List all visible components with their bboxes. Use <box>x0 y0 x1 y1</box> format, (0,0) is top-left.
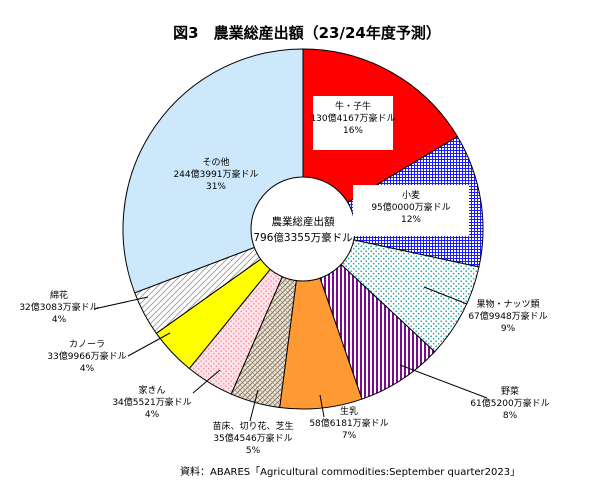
center-hole <box>250 176 356 282</box>
slice-label-canola-name: カノーラ <box>69 339 105 350</box>
center-label-title: 農業総産出額 <box>272 215 335 228</box>
slice-label-other-pct-text: 31% <box>206 182 226 192</box>
slice-label-poultry-pct-text: 4% <box>145 410 160 420</box>
slice-label-fruit-pct-text: 9% <box>501 324 516 334</box>
slice-label-other-value-text: 244億3991万豪ドル <box>173 168 258 180</box>
slice-label-milk-name: 生乳 <box>340 405 358 417</box>
slice-label-nursery-value-text: 35億4546万豪ドル <box>213 432 292 444</box>
slice-label-beef-pct-text: 16% <box>343 126 363 136</box>
slice-label-veg-value-text: 61億5200万豪ドル <box>470 397 549 409</box>
slice-label-wheat-value-text: 95億0000万豪ドル <box>371 201 450 213</box>
leader-canola <box>127 332 171 357</box>
slice-label-wheat-name: 小麦 <box>402 189 420 201</box>
slice-label-veg-name: 野菜 <box>501 385 519 397</box>
slice-label-fruit-value-text: 67億9948万豪ドル <box>468 310 547 322</box>
chart-title: 図3 農業総産出額（23/24年度予測） <box>173 24 441 42</box>
label-box-wheat <box>353 185 469 236</box>
leader-lines <box>93 286 488 422</box>
slice-label-beef-value-text: 130億4167万豪ドル <box>310 112 395 124</box>
slice-label-poultry-name: 家きん <box>138 384 165 396</box>
center-label-value: 796億3355万豪ドル <box>253 231 352 244</box>
leader-nursery <box>249 389 259 422</box>
label-box-beef <box>313 96 393 150</box>
slice-label-fruit-name: 果物・ナッツ類 <box>476 298 539 310</box>
slice-label-nursery-name: 苗床、切り花、芝生 <box>212 420 293 432</box>
pie-slice-fruit <box>301 228 480 353</box>
slice-label-veg-pct-text: 8% <box>503 411 518 421</box>
slice-label-cotton-pct-text: 4% <box>52 315 67 325</box>
slice-label-nursery-pct-text: 5% <box>246 446 261 456</box>
leader-veg <box>399 364 488 399</box>
source-note: 資料：ABARES「Agricultural commodities:Septe… <box>180 465 520 478</box>
slice-label-canola-value-text: 33億9966万豪ドル <box>47 350 126 362</box>
slice-label-wheat-pct-text: 12% <box>401 215 421 225</box>
leader-milk <box>319 394 325 418</box>
slice-label-beef-name: 牛・子牛 <box>335 100 371 112</box>
slice-label-cotton-value-text: 32億3083万豪ドル <box>19 301 98 313</box>
slice-label-cotton-name: 綿花 <box>50 289 68 301</box>
leader-fruit <box>423 286 468 305</box>
slice-label-canola-pct-text: 4% <box>80 364 95 374</box>
leader-poultry <box>192 369 221 394</box>
leader-cotton <box>93 296 149 310</box>
slice-label-poultry-value-text: 34億5521万豪ドル <box>112 396 191 408</box>
slice-label-milk-pct-text: 7% <box>342 431 357 441</box>
slice-label-milk-value-text: 58億6181万豪ドル <box>309 417 388 429</box>
slice-label-other-name: その他 <box>202 156 229 168</box>
